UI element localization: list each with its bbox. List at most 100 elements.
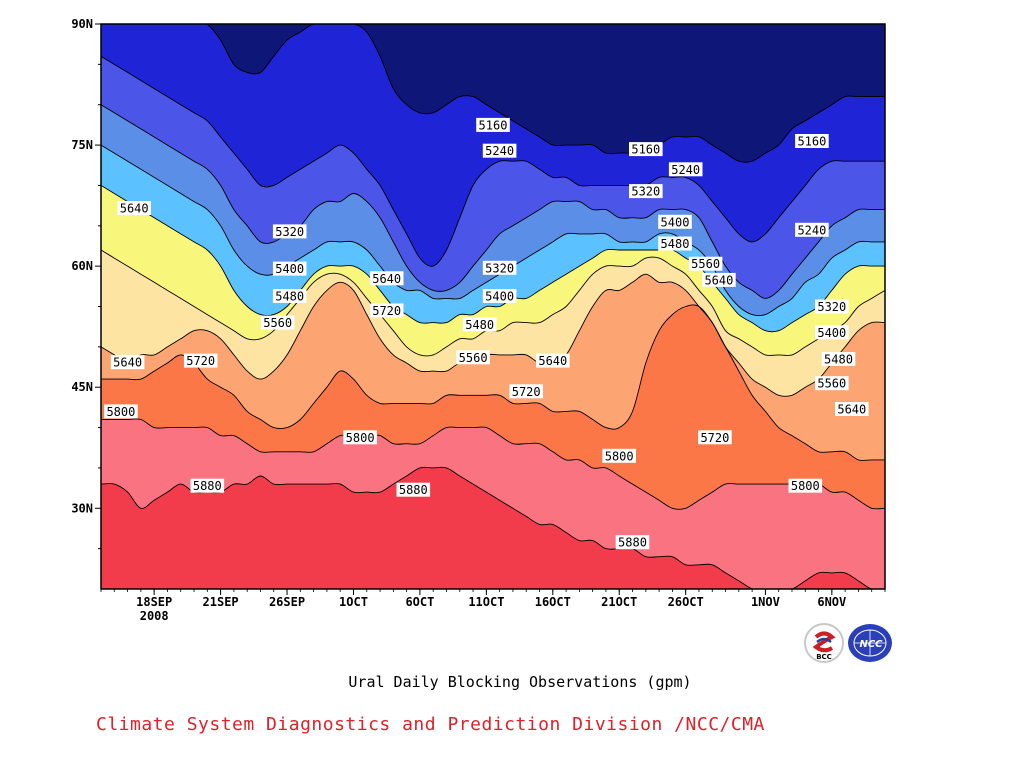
x-tick-label: 6OCT — [405, 595, 434, 609]
contour-label: 5560 — [263, 316, 292, 330]
x-tick-label: 6NOV — [817, 595, 846, 609]
contour-label: 5480 — [465, 318, 494, 332]
contour-label-bg — [190, 478, 225, 493]
contour-label: 5640 — [113, 356, 142, 370]
x-tick-label: 26OCT — [668, 595, 704, 609]
contour-label: 5800 — [106, 405, 135, 419]
contour-label-bg — [343, 430, 377, 445]
contour-label-bg — [702, 272, 736, 287]
bcc-logo: BCC — [803, 622, 845, 664]
contour-label-bg — [110, 355, 145, 370]
contour-label-bg — [615, 535, 650, 550]
contour-label: 5320 — [275, 225, 304, 239]
contour-label: 5240 — [671, 163, 700, 177]
contour-label: 5400 — [275, 262, 304, 276]
contour-label-bg — [476, 117, 510, 132]
contour-label-bg — [272, 289, 307, 303]
contour-label-bg — [104, 404, 138, 419]
contour-label-bg — [698, 430, 732, 445]
contour-label-bg — [536, 353, 570, 368]
contour-label: 5560 — [691, 257, 720, 271]
contour-label-bg — [482, 289, 517, 303]
x-year-label: 2008 — [140, 609, 169, 623]
contour-label: 5320 — [485, 261, 514, 275]
contour-label: 5160 — [631, 143, 660, 157]
contour-label-bg — [272, 224, 307, 239]
contour-line-5640 — [101, 273, 885, 397]
contour-label: 5400 — [485, 290, 514, 304]
x-tick-label: 11OCT — [468, 595, 504, 609]
svg-text:NCC: NCC — [859, 639, 883, 650]
contour-label: 5640 — [372, 272, 401, 286]
contour-label: 5800 — [791, 479, 820, 493]
contour-label-bg — [688, 256, 723, 271]
contour-label: 5240 — [485, 144, 514, 158]
contour-labels: 5160 5160 5160 5240 5240 5240 5320 5320 5320 5320… — [104, 117, 869, 550]
contour-label: 5640 — [538, 354, 567, 368]
contour-label-bg — [658, 214, 692, 229]
contour-line-5800 — [101, 418, 885, 510]
y-axis: 30N 45N 60N 75N 90N — [71, 17, 101, 550]
y-tick-label: 75N — [71, 138, 93, 152]
x-tick-label: 18SEP — [136, 595, 172, 609]
x-axis: 18SEP 21SEP 26SEP 1OCT 6OCT 11OCT 16OCT 21OCT 26… — [100, 589, 886, 623]
x-tick-label: 16OCT — [535, 595, 571, 609]
contour-label-bg — [482, 260, 517, 275]
contour-label-bg — [629, 142, 663, 157]
contour-label-bg — [509, 384, 543, 399]
x-tick-label: 1NOV — [751, 595, 780, 609]
y-tick-label: 60N — [71, 259, 93, 273]
contour-label-bg — [815, 325, 849, 340]
contour-label-bg — [462, 317, 497, 332]
credit-line: Climate System Diagnostics and Predictio… — [96, 714, 765, 735]
contour-label: 5720 — [372, 304, 401, 318]
x-tick-label: 21SEP — [203, 595, 239, 609]
band-above-5160 — [207, 24, 885, 163]
contour-label-bg — [795, 222, 829, 237]
contour-label-bg — [272, 261, 307, 276]
contour-label: 5160 — [797, 135, 826, 149]
contour-label: 5480 — [661, 237, 690, 251]
contour-label: 5160 — [479, 118, 508, 132]
contour-label-bg — [629, 184, 663, 199]
contour-label: 5320 — [631, 185, 660, 199]
contour-line-5480 — [101, 185, 885, 333]
chart-title: Ural Daily Blocking Observations (gpm) — [348, 673, 692, 691]
contour-label-bg — [815, 299, 849, 314]
contour-line-5160 — [206, 24, 885, 163]
contour-label: 5560 — [459, 351, 488, 365]
y-tick-label: 90N — [71, 17, 93, 31]
contour-label: 5320 — [817, 300, 846, 314]
contour-label: 5560 — [817, 377, 846, 391]
contour-bands — [101, 24, 885, 589]
contour-label: 5720 — [700, 431, 729, 445]
contour-lines — [101, 24, 885, 589]
svg-text:BCC: BCC — [816, 653, 832, 661]
contour-line-5320 — [101, 104, 885, 299]
x-tick-label: 21OCT — [601, 595, 637, 609]
y-tick-label: 45N — [71, 380, 93, 394]
x-tick-label: 1OCT — [339, 595, 368, 609]
contour-label: 5640 — [120, 202, 149, 216]
contour-label-bg — [456, 350, 490, 365]
contour-label-bg — [117, 201, 151, 215]
contour-line-5720 — [101, 304, 885, 461]
contour-label: 5880 — [399, 483, 428, 497]
contour-label-bg — [369, 271, 404, 286]
contour-line-5880 — [101, 466, 885, 589]
contour-label-bg — [183, 353, 218, 368]
y-tick-label: 30N — [71, 501, 93, 515]
contour-line-5240 — [101, 55, 885, 267]
contour-label-bg — [821, 352, 856, 366]
contour-label: 5400 — [661, 215, 690, 229]
contour-label: 5880 — [193, 479, 222, 493]
contour-line-5400 — [101, 144, 885, 317]
contour-label: 5480 — [824, 353, 853, 367]
contour-label-bg — [260, 315, 295, 330]
contour-label-bg — [795, 134, 829, 148]
contour-label-bg — [482, 143, 517, 158]
contour-label-bg — [369, 303, 404, 318]
contour-label: 5400 — [817, 326, 846, 340]
contour-label: 5480 — [275, 290, 304, 304]
contour-label: 5720 — [186, 354, 215, 368]
